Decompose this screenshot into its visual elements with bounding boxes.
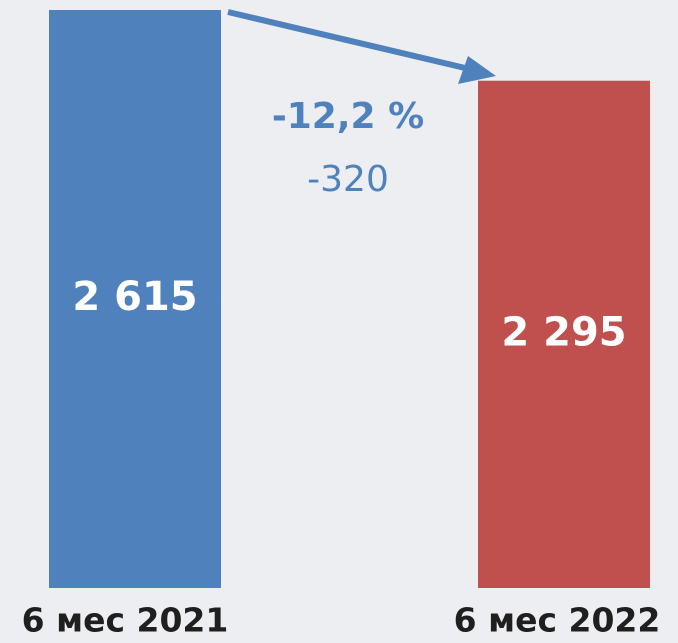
change-arrow [227, 9, 483, 75]
bar [49, 10, 221, 588]
bar [478, 80, 650, 588]
value-label: 2 615 [72, 274, 197, 320]
value-label: 2 295 [501, 309, 626, 355]
arrow-head [458, 56, 496, 84]
change-percent: -12,2 % [272, 96, 424, 137]
category-label: 6 мес 2022 [454, 601, 661, 640]
category-label: 6 мес 2021 [22, 601, 229, 640]
change-absolute: -320 [307, 159, 389, 200]
